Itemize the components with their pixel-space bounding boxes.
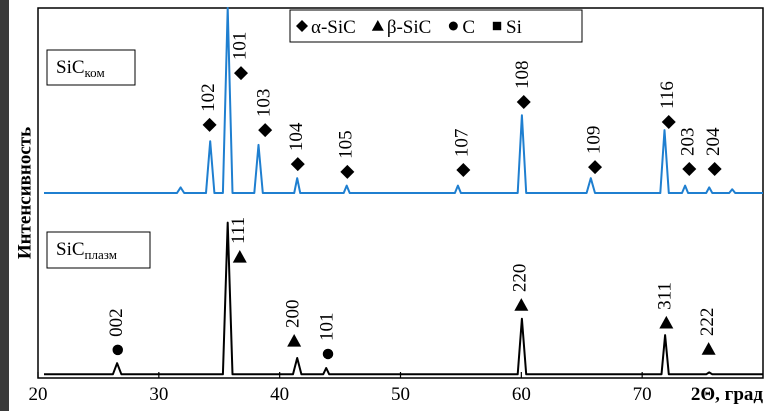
x-tick-label: 60: [512, 384, 531, 405]
legend-box: [289, 9, 583, 43]
peak-index-label: 104: [286, 122, 307, 151]
peak-index-label: 311: [655, 282, 676, 310]
x-tick-label: 30: [149, 384, 168, 405]
x-tick-label: 20: [29, 384, 48, 405]
x-tick-label: 70: [633, 384, 652, 405]
peak-index-label: 200: [283, 300, 304, 329]
y-axis-label: Интенсивность: [14, 127, 35, 259]
marker-diamond: [202, 117, 217, 132]
panel-label-box: [46, 231, 151, 269]
peak-index-label: 103: [254, 89, 275, 118]
panel-label-sub: плазм: [85, 247, 117, 262]
marker-diamond: [296, 20, 308, 32]
marker-triangle: [514, 298, 529, 311]
peak-index-label: 101: [316, 312, 337, 341]
xrd-trace: [44, 7, 763, 194]
photo-strip: [0, 0, 9, 411]
peak-index-label: 116: [657, 81, 678, 109]
peak-index-label: 203: [678, 127, 699, 156]
peak-index-label: 102: [198, 83, 219, 112]
legend-label: α-SiC: [311, 17, 356, 38]
marker-diamond: [588, 160, 603, 175]
marker-square: [492, 21, 502, 31]
marker-diamond: [258, 123, 273, 138]
legend-label: Si: [506, 17, 522, 38]
panel-label: SiCком: [56, 57, 105, 80]
x-tick-label: 50: [391, 384, 410, 405]
peak-index-label: 204: [703, 127, 724, 156]
panel-label: SiCплазм: [56, 239, 117, 262]
marker-diamond: [516, 94, 531, 109]
peak-index-label: 105: [336, 130, 357, 159]
xrd-trace: [44, 221, 763, 376]
peak-index-label: 002: [106, 308, 127, 337]
marker-diamond: [707, 161, 722, 176]
x-axis-label: 2Θ, град: [691, 384, 763, 405]
marker-diamond: [456, 163, 471, 178]
peak-index-label: 220: [510, 264, 531, 293]
legend-label: C: [462, 17, 475, 38]
marker-triangle: [659, 315, 674, 329]
marker-triangle: [232, 250, 247, 263]
panel-label-sub: ком: [85, 65, 105, 80]
marker-circle: [112, 344, 123, 356]
legend-label: β-SiC: [387, 17, 432, 38]
marker-triangle: [371, 20, 384, 31]
x-tick-label: 40: [270, 384, 289, 405]
peak-index-label: 222: [697, 308, 718, 337]
peak-index-label: 108: [512, 60, 533, 89]
marker-diamond: [682, 161, 697, 176]
peak-index-label: 109: [583, 126, 604, 155]
panel-label-main: SiC: [56, 57, 85, 78]
marker-diamond: [234, 66, 248, 81]
panel-label-box: [46, 49, 136, 86]
marker-circle: [322, 348, 334, 360]
marker-diamond: [661, 114, 676, 129]
peak-index-label: 101: [229, 32, 250, 61]
marker-diamond: [340, 164, 355, 179]
panel-label-main: SiC: [56, 239, 85, 260]
peak-index-label: 107: [452, 129, 473, 158]
marker-triangle: [701, 342, 716, 355]
marker-triangle: [287, 334, 302, 347]
legend: α-SiC β-SiC C Si: [296, 17, 522, 38]
marker-circle: [448, 21, 458, 31]
peak-index-label: 111: [228, 217, 249, 244]
marker-diamond: [290, 157, 305, 172]
